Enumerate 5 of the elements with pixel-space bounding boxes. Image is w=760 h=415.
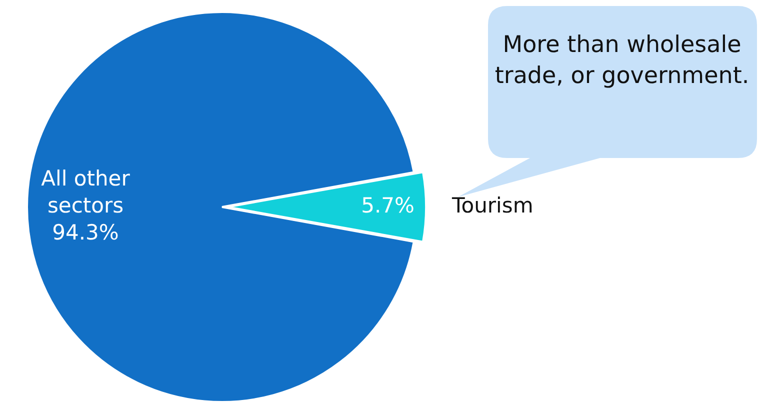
text: More than wholesale trade, or government. xyxy=(494,31,750,91)
slice-label: All other sectors xyxy=(41,166,130,218)
data-label: 5.7% xyxy=(361,193,414,218)
slice-label: Tourism xyxy=(451,193,534,218)
data-label: 94.3% xyxy=(52,220,119,244)
